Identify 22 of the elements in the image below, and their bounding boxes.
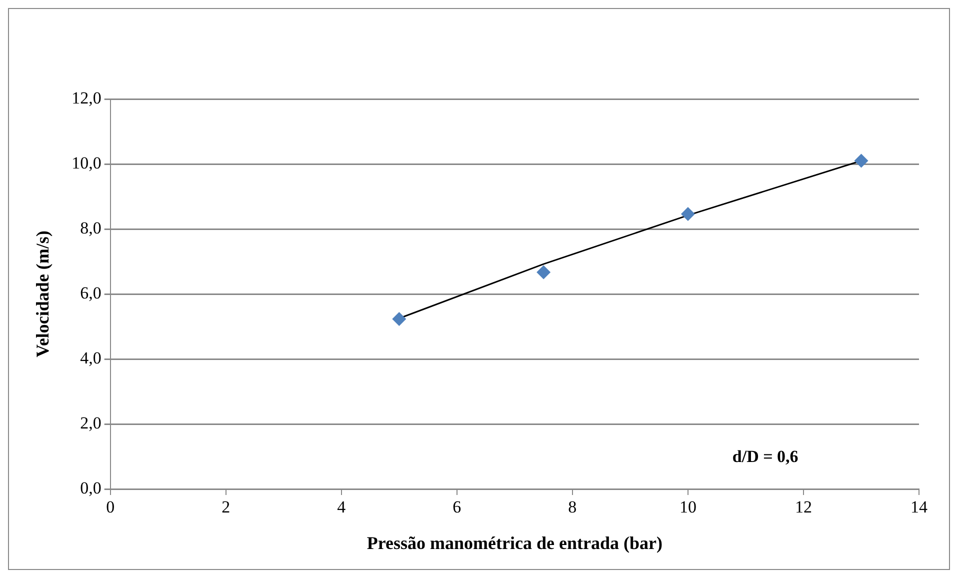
y-tick-label: 6,0 <box>80 283 102 302</box>
x-tick-label: 2 <box>222 498 230 517</box>
y-tick-label: 8,0 <box>80 218 102 238</box>
y-tick-label: 12,0 <box>72 88 102 108</box>
y-tick-label: 2,0 <box>80 413 102 432</box>
point <box>680 207 695 222</box>
x-tick-label: 8 <box>568 498 577 517</box>
x-tick-label: 6 <box>452 498 462 517</box>
x-tick-label: 10 <box>679 498 696 517</box>
x-tick-label: 14 <box>910 498 928 517</box>
y-tick-label: 0,0 <box>80 478 102 498</box>
point <box>392 312 406 326</box>
x-tick-label: 4 <box>337 498 346 517</box>
y-axis-title: Velocidade (m/s) <box>32 230 52 358</box>
point <box>536 265 551 280</box>
x-tick-label: 12 <box>794 498 812 517</box>
point <box>854 154 868 168</box>
annotation: d/D = 0,6 <box>732 447 798 466</box>
x-tick-label: 0 <box>106 498 115 517</box>
y-tick-label: 10,0 <box>72 153 102 172</box>
y-tick-label: 4,0 <box>80 348 102 368</box>
x-axis-title: Pressão manométrica de entrada (bar) <box>366 532 662 553</box>
